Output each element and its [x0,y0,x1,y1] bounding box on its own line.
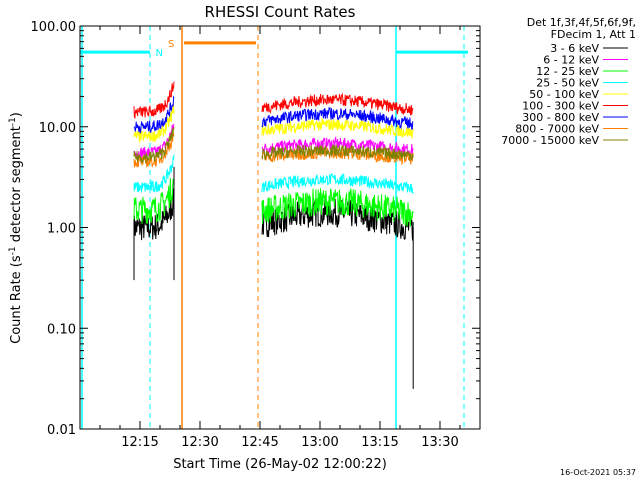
series-line-8-segment-0 [133,127,175,164]
legend-entry-label: 25 - 50 keV [536,77,599,90]
series-line-3-segment-0 [133,154,175,194]
series-line-4-segment-0 [133,104,175,143]
legend-entry-label: 800 - 7000 keV [515,123,599,136]
legend-entry-label: 100 - 300 keV [522,100,599,113]
chart-title: RHESSI Count Rates [205,3,356,21]
y-axis-label-mid: detector segment [9,126,24,246]
legend: Det 1f,3f,4f,5f,6f,9f,FDecim 1, Att 13 -… [501,16,636,147]
series-line-5-segment-0 [133,81,175,120]
y-tick-label: 0.10 [47,322,76,337]
y-axis-label: Count Rate (s-1 detector segment-1) [8,112,24,344]
x-axis: 12:15 12:30 12:45 13:00 13:15 13:30 [79,26,481,450]
x-axis-label: Start Time (26-May-02 12:00:22) [173,457,387,472]
legend-header-line: Det 1f,3f,4f,5f,6f,9f, [527,16,636,29]
legend-entry-label: 3 - 6 keV [550,42,599,55]
footer-timestamp: 16-Oct-2021 05:37 [560,468,636,477]
legend-entry-label: 6 - 12 keV [543,54,599,67]
x-tick-label: 12:45 [241,435,278,450]
y-axis-label-sup1: -1 [8,246,18,255]
series-line-2-segment-1 [261,187,414,227]
x-tick-label: 12:15 [121,435,158,450]
series-line-6-segment-0 [133,95,175,135]
x-tick-label: 13:30 [421,435,458,450]
y-tick-label: 10.00 [39,121,76,136]
series-line-3-segment-1 [261,172,414,194]
y-axis-label-main: Count Rate (s [9,255,24,344]
y-axis-label-sup2: -1 [8,117,18,126]
series-line-0-segment-0 [133,188,175,242]
series-line-6-segment-1 [261,106,414,131]
x-tick-label: 13:15 [361,435,398,450]
y-tick-label: 0.01 [47,423,76,438]
event-marker-n: N [155,48,162,59]
series-line-2-segment-0 [133,177,175,224]
y-tick-label: 1.00 [47,222,76,237]
legend-entry-label: 12 - 25 keV [536,65,599,78]
x-tick-label: 13:00 [301,435,338,450]
legend-entry-label: 50 - 100 keV [529,88,599,101]
y-tick-label: 100.00 [31,20,77,35]
series-layer [133,81,414,389]
event-markers-layer: NS [80,26,468,429]
legend-header-line: FDecim 1, Att 1 [551,28,636,41]
series-line-5-segment-1 [261,92,414,116]
x-tick-label: 12:30 [181,435,218,450]
event-marker-s: S [168,39,174,50]
y-axis: 0.01 0.10 1.00 10.00 100.00 [31,20,480,438]
legend-entry-label: 7000 - 15000 keV [501,134,599,147]
y-axis-label-end: ) [9,112,24,117]
series-line-4-segment-1 [261,117,414,139]
legend-entry-label: 300 - 800 keV [522,111,599,124]
series-line-1-segment-0 [133,123,175,161]
series-line-8-segment-1 [261,144,414,161]
